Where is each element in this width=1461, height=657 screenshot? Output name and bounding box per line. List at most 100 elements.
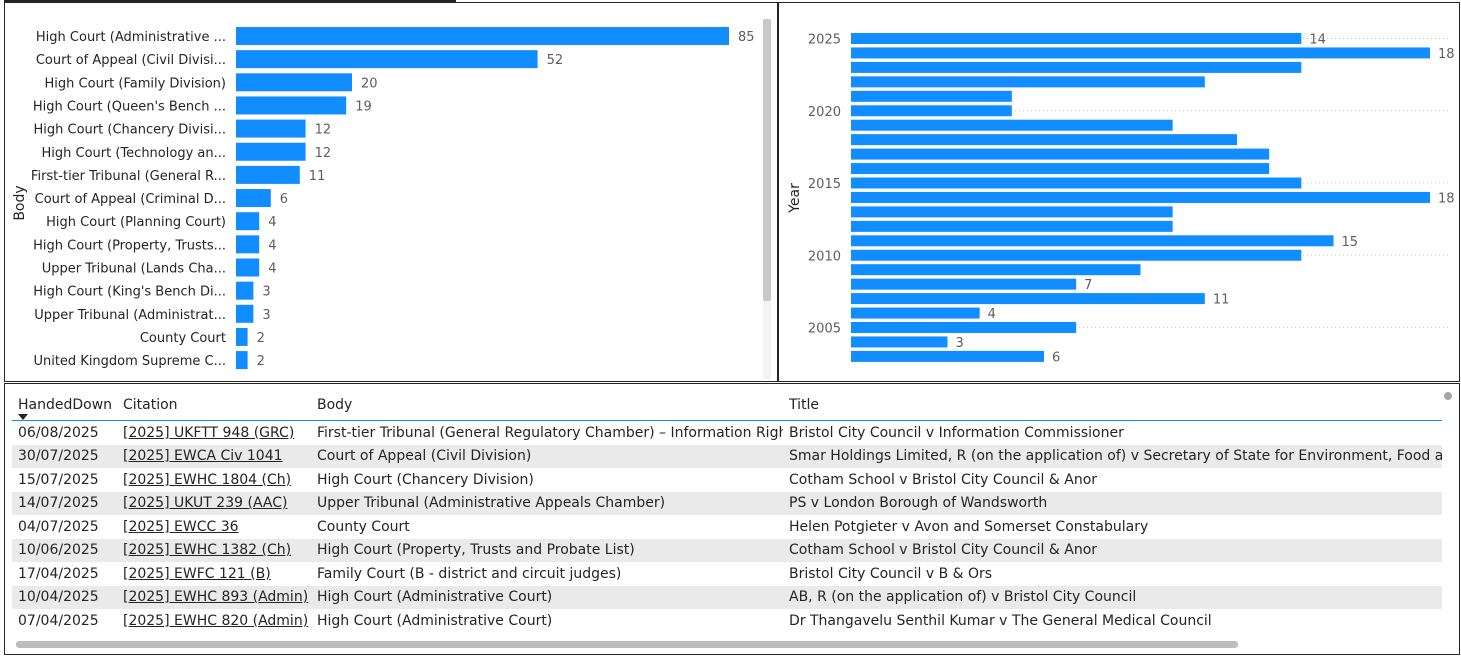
body-bar[interactable] xyxy=(236,142,306,161)
body-bar[interactable] xyxy=(236,119,306,138)
year-bar-value-label: 4 xyxy=(988,307,996,322)
year-bar[interactable] xyxy=(851,220,1173,232)
cell-citation[interactable]: [2025] EWHC 1382 (Ch) xyxy=(117,538,311,562)
table-row[interactable]: 30/07/2025 [2025] EWCA Civ 1041 Court of A… xyxy=(12,444,1442,468)
body-bar[interactable] xyxy=(236,281,254,300)
year-bar[interactable] xyxy=(851,90,1012,102)
cell-citation[interactable]: [2025] UKFTT 948 (GRC) xyxy=(117,421,311,445)
cell-citation[interactable]: [2025] EWFC 121 (B) xyxy=(117,562,311,586)
body-bar[interactable] xyxy=(236,165,300,184)
body-bar[interactable] xyxy=(236,235,260,254)
year-bar[interactable] xyxy=(851,350,1044,362)
body-bar[interactable] xyxy=(236,27,729,45)
citation-link[interactable]: [2025] EWFC 121 (B) xyxy=(123,565,271,582)
body-category-label: High Court (Planning Court) xyxy=(46,215,226,230)
year-bar[interactable] xyxy=(851,249,1302,261)
body-category-label: Upper Tribunal (Lands Cha... xyxy=(42,262,226,277)
table-row[interactable]: 10/04/2025 [2025] EWHC 893 (Admin) High Co… xyxy=(12,585,1442,609)
body-chart-scrollbar[interactable] xyxy=(763,19,771,301)
table-row[interactable]: 17/04/2025 [2025] EWFC 121 (B) Family Cour… xyxy=(12,562,1442,586)
column-header-title[interactable]: Title xyxy=(783,390,1442,421)
year-bar[interactable] xyxy=(851,61,1302,73)
year-bar[interactable] xyxy=(851,47,1430,59)
cell-title: Dr Thangavelu Senthil Kumar v The Genera… xyxy=(789,612,1212,629)
table-row[interactable]: 14/07/2025 [2025] UKUT 239 (AAC) Upper Tri… xyxy=(12,491,1442,515)
year-bar[interactable] xyxy=(851,177,1302,189)
year-bar[interactable] xyxy=(851,119,1173,131)
citation-link[interactable]: [2025] EWCC 36 xyxy=(123,518,239,535)
citation-link[interactable]: [2025] UKFTT 948 (GRC) xyxy=(123,424,295,441)
year-bar[interactable] xyxy=(851,307,980,319)
year-bar[interactable] xyxy=(851,235,1334,247)
sort-descending-icon[interactable] xyxy=(18,414,28,420)
year-bar-value-label: 15 xyxy=(1342,235,1359,250)
year-bar[interactable] xyxy=(851,278,1077,290)
year-bar[interactable] xyxy=(851,293,1205,305)
body-bar[interactable] xyxy=(236,351,248,370)
body-bar[interactable] xyxy=(236,96,347,115)
citation-link[interactable]: [2025] EWHC 820 (Admin) xyxy=(123,612,309,629)
citation-link[interactable]: [2025] EWCA Civ 1041 xyxy=(123,448,283,465)
cell-citation[interactable]: [2025] EWHC 1804 (Ch) xyxy=(117,468,311,492)
body-bar[interactable] xyxy=(236,50,538,69)
column-header-citation[interactable]: Citation xyxy=(117,390,311,421)
year-bar[interactable] xyxy=(851,76,1205,88)
cell-citation[interactable]: [2025] EWCA Civ 1041 xyxy=(117,444,311,468)
body-bar[interactable] xyxy=(236,327,248,346)
body-chart-panel: High Court (Administrative ... 85 Court of… xyxy=(4,2,778,382)
year-bar[interactable] xyxy=(851,322,1077,333)
table-row[interactable]: 07/04/2025 [2025] EWHC 820 (Admin) High Co… xyxy=(12,609,1442,633)
cell-title: Smar Holdings Limited, R (on the applica… xyxy=(783,444,1442,468)
body-bar[interactable] xyxy=(236,212,260,231)
column-header-body[interactable]: Body xyxy=(311,390,783,421)
year-bar-value-label: 18 xyxy=(1438,191,1455,206)
cell-citation[interactable]: [2025] EWHC 820 (Admin) xyxy=(117,609,311,633)
body-category-label: High Court (Chancery Divisi... xyxy=(34,123,226,138)
year-bar[interactable] xyxy=(851,148,1270,160)
body-bar[interactable] xyxy=(236,258,260,277)
year-bar[interactable] xyxy=(851,336,948,348)
cell-body: Family Court (B - district and circuit j… xyxy=(317,565,622,582)
cell-handeddown: 17/04/2025 xyxy=(18,565,99,582)
table-row[interactable]: 15/07/2025 [2025] EWHC 1804 (Ch) High Cour… xyxy=(12,468,1442,492)
year-bar-chart: 2025 2020 2015 2010 2005 14 18 18 15 7 11 4 3 6 Year xyxy=(787,33,1455,366)
body-category-label: High Court (Administrative ... xyxy=(36,30,226,45)
citation-link[interactable]: [2025] EWHC 1382 (Ch) xyxy=(123,542,292,559)
cell-title: PS v London Borough of Wandsworth xyxy=(783,491,1442,515)
year-bar[interactable] xyxy=(851,134,1237,146)
body-bar[interactable] xyxy=(236,304,254,323)
year-tick-label: 2005 xyxy=(808,322,841,337)
year-bar[interactable] xyxy=(851,33,1302,44)
body-bar-value-label: 12 xyxy=(315,123,332,138)
cell-title: Cotham School v Bristol City Council & A… xyxy=(789,471,1098,488)
cell-body: High Court (Administrative Court) xyxy=(311,585,783,609)
body-bar-value-label: 4 xyxy=(268,238,276,253)
body-category-label: Court of Appeal (Criminal D... xyxy=(35,192,226,207)
body-bar-value-label: 2 xyxy=(257,331,265,346)
cell-body: First-tier Tribunal (General Regulatory … xyxy=(317,424,783,441)
year-bar[interactable] xyxy=(851,163,1270,175)
year-bar[interactable] xyxy=(851,206,1173,218)
table-horizontal-scrollbar[interactable] xyxy=(16,641,1238,648)
body-bar[interactable] xyxy=(236,189,271,208)
table-row[interactable]: 04/07/2025 [2025] EWCC 36 County Court Hele… xyxy=(12,515,1442,539)
cell-title: Bristol City Council v B & Ors xyxy=(789,565,993,582)
cell-citation[interactable]: [2025] EWCC 36 xyxy=(117,515,311,539)
table-row[interactable]: 06/08/2025 [2025] UKFTT 948 (GRC) First-ti… xyxy=(12,421,1442,445)
body-bar[interactable] xyxy=(236,73,352,92)
body-axis-title: Body xyxy=(12,185,28,220)
year-bar[interactable] xyxy=(851,105,1012,117)
cell-citation[interactable]: [2025] EWHC 893 (Admin) xyxy=(117,585,311,609)
body-bar-value-label: 3 xyxy=(262,285,270,300)
citation-link[interactable]: [2025] UKUT 239 (AAC) xyxy=(123,495,288,512)
citation-link[interactable]: [2025] EWHC 1804 (Ch) xyxy=(123,471,292,488)
year-bar[interactable] xyxy=(851,264,1141,276)
column-header-handeddown[interactable]: HandedDown xyxy=(12,390,117,421)
cell-citation[interactable]: [2025] UKUT 239 (AAC) xyxy=(117,491,311,515)
table-row[interactable]: 10/06/2025 [2025] EWHC 1382 (Ch) High Cour… xyxy=(12,538,1442,562)
body-category-label: United Kingdom Supreme C... xyxy=(33,354,226,369)
citation-link[interactable]: [2025] EWHC 893 (Admin) xyxy=(123,589,309,606)
year-bar[interactable] xyxy=(851,191,1430,203)
cases-table-panel: HandedDown Citation Body Title 06/08/202… xyxy=(4,383,1460,655)
year-bar-value-label: 18 xyxy=(1438,47,1455,62)
